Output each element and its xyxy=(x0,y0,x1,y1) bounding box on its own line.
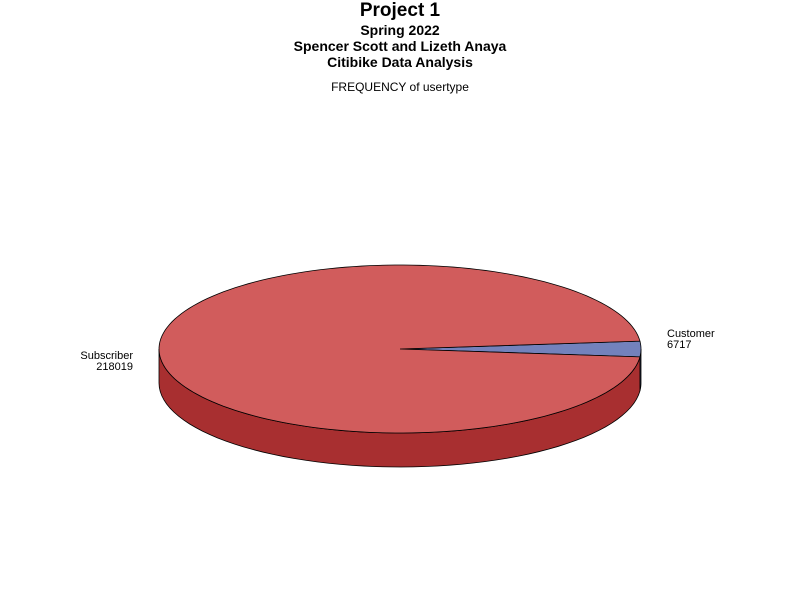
pie-slices xyxy=(158,264,642,434)
pie-slice-customer xyxy=(399,340,642,358)
slice-label-subscriber: Subscriber xyxy=(80,350,133,362)
chart-subtitle-topic: Citibike Data Analysis xyxy=(327,54,473,70)
plot-title: FREQUENCY of usertype xyxy=(331,80,469,94)
chart-subtitle-term: Spring 2022 xyxy=(360,22,440,38)
pie-slice-subscriber xyxy=(158,264,641,434)
slice-value-subscriber: 218019 xyxy=(96,361,133,373)
chart-titles: Project 1 Spring 2022 Spencer Scott and … xyxy=(0,0,800,94)
chart-title: Project 1 xyxy=(359,0,441,21)
slice-value-customer: 6717 xyxy=(667,339,691,351)
chart-subtitle-authors: Spencer Scott and Lizeth Anaya xyxy=(293,38,507,54)
slice-label-customer: Customer xyxy=(667,328,715,340)
